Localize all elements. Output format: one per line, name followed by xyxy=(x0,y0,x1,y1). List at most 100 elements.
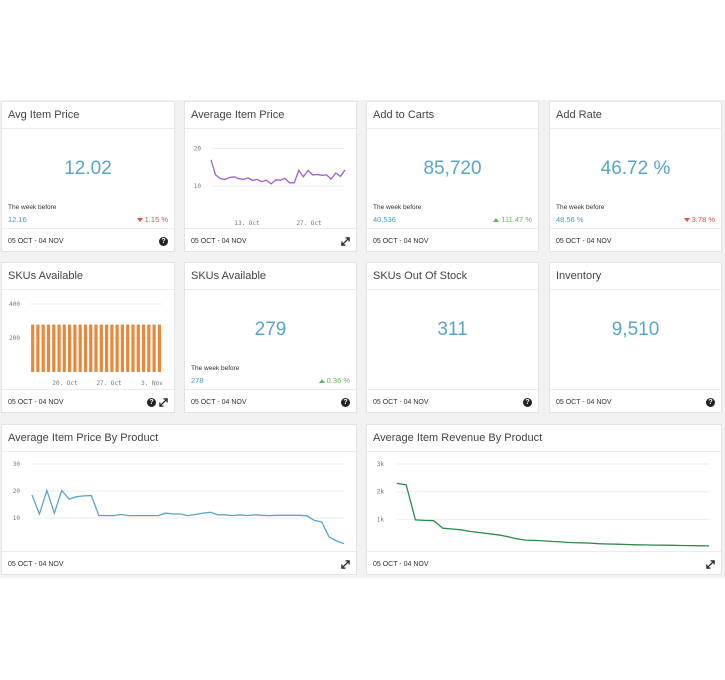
kpi-value: 12.02 xyxy=(64,158,112,179)
skus-available-bar-chart: 200 400 20. Oct 27. Oct 3. Nov xyxy=(9,301,163,387)
series-line xyxy=(210,159,346,185)
expand-icon[interactable] xyxy=(341,237,350,246)
x-tick-label: 13. Oct xyxy=(234,220,260,227)
card-avg-revenue-by-product: Average Item Revenue By Product 1k 2k 3k 0… xyxy=(366,424,722,575)
bar xyxy=(46,324,51,372)
delta-up: 0.36 % xyxy=(318,376,350,385)
date-range: 05 OCT - 04 NOV xyxy=(8,238,64,245)
week-before-label: The week before xyxy=(373,204,422,211)
expand-icon[interactable] xyxy=(159,398,168,407)
help-icon[interactable]: ? xyxy=(159,237,168,246)
avg-revenue-by-product-chart: 1k 2k 3k xyxy=(377,461,710,547)
week-before-label: The week before xyxy=(556,204,605,211)
bar xyxy=(78,324,82,372)
card-skus-available-chart: SKUs Available 200 400 20. Oct 27. Oct 3. No… xyxy=(1,262,175,413)
y-tick-label: 20 xyxy=(194,146,202,153)
bar xyxy=(36,324,40,372)
card-title: SKUs Out Of Stock xyxy=(373,270,468,282)
help-icon[interactable]: ? xyxy=(706,398,715,407)
help-icon[interactable]: ? xyxy=(523,398,532,407)
y-tick-label: 400 xyxy=(9,301,20,308)
date-range: 05 OCT - 04 NOV xyxy=(373,238,429,245)
bar xyxy=(94,324,98,372)
expand-icon[interactable] xyxy=(341,560,350,569)
y-tick-label: 10 xyxy=(194,183,202,190)
card-inventory: Inventory 9,510 05 OCT - 04 NOV ? xyxy=(549,262,722,413)
bar xyxy=(68,324,72,372)
bar xyxy=(115,324,119,372)
date-range: 05 OCT - 04 NOV xyxy=(191,238,247,245)
y-tick-label: 20 xyxy=(13,488,21,495)
help-icon[interactable]: ? xyxy=(147,398,156,407)
bar xyxy=(99,324,103,372)
card-average-item-price-chart: Average Item Price 10 20 13. Oct 27. Oct 05… xyxy=(184,101,357,252)
bar xyxy=(52,324,56,372)
card-title: Add Rate xyxy=(556,109,602,121)
card-avg-price-by-product: Average Item Price By Product 10 20 30 05 … xyxy=(1,424,357,575)
series-line xyxy=(31,488,345,545)
bar xyxy=(126,324,130,372)
card-title: SKUs Available xyxy=(8,270,84,282)
y-tick-label: 10 xyxy=(13,515,21,522)
date-range: 05 OCT - 04 NOV xyxy=(373,399,429,406)
card-skus-out-of-stock: SKUs Out Of Stock 311 05 OCT - 04 NOV ? xyxy=(366,262,539,413)
card-skus-available: SKUs Available 279 The week before 278 0… xyxy=(184,262,357,413)
week-before-label: The week before xyxy=(8,204,57,211)
x-tick-label: 20. Oct xyxy=(52,380,78,387)
y-tick-label: 30 xyxy=(13,461,21,468)
delta-up: 111.47 % xyxy=(493,215,532,224)
bar xyxy=(120,324,124,372)
expand-icon[interactable] xyxy=(706,560,715,569)
arrow-down-icon xyxy=(683,218,690,223)
date-range: 05 OCT - 04 NOV xyxy=(191,399,247,406)
kpi-value: 311 xyxy=(437,319,468,340)
x-tick-label: 3. Nov xyxy=(141,380,163,387)
date-range: 05 OCT - 04 NOV xyxy=(373,561,429,568)
bar xyxy=(89,324,93,372)
kpi-value: 46.72 % xyxy=(600,158,671,179)
y-tick-label: 1k xyxy=(377,516,385,523)
bar xyxy=(110,324,114,372)
series-line xyxy=(396,482,710,547)
prev-value: 278 xyxy=(191,376,204,385)
card-title: Average Item Revenue By Product xyxy=(373,432,543,444)
bar xyxy=(62,324,66,372)
card-add-rate: Add Rate 46.72 % The week before 48.56 %… xyxy=(549,101,722,252)
bar xyxy=(41,324,45,372)
top-blank-area xyxy=(0,0,725,100)
delta-down: 1.15 % xyxy=(136,215,168,224)
card-title: Average Item Price xyxy=(191,109,285,121)
card-title: SKUs Available xyxy=(191,270,267,282)
week-before-label: The week before xyxy=(191,365,240,372)
bar xyxy=(141,324,146,372)
y-tick-label: 2k xyxy=(377,489,385,496)
bar xyxy=(83,324,88,372)
average-item-price-line-chart: 10 20 13. Oct 27. Oct xyxy=(194,146,346,227)
bar xyxy=(31,324,35,372)
bar xyxy=(147,324,151,372)
x-tick-label: 27. Oct xyxy=(96,380,122,387)
date-range: 05 OCT - 04 NOV xyxy=(8,399,64,406)
delta-down: 3.78 % xyxy=(683,215,715,224)
bar xyxy=(152,324,156,372)
date-range: 05 OCT - 04 NOV xyxy=(556,399,612,406)
prev-value: 48.56 % xyxy=(556,215,584,224)
prev-value: 40,536 xyxy=(373,215,396,224)
date-range: 05 OCT - 04 NOV xyxy=(556,238,612,245)
card-title: Avg Item Price xyxy=(8,109,80,121)
arrow-up-icon xyxy=(318,379,325,384)
y-tick-label: 200 xyxy=(9,335,20,342)
card-title: Add to Carts xyxy=(373,109,435,121)
bottom-blank-area xyxy=(0,578,725,680)
card-add-to-carts: Add to Carts 85,720 The week before 40,5… xyxy=(366,101,539,252)
card-title: Inventory xyxy=(556,270,602,282)
card-title: Average Item Price By Product xyxy=(8,432,159,444)
kpi-value: 9,510 xyxy=(611,319,660,340)
bar xyxy=(73,324,77,372)
bar xyxy=(136,324,140,372)
kpi-value: 279 xyxy=(254,319,287,340)
arrow-down-icon xyxy=(136,218,143,223)
bar xyxy=(131,324,135,372)
help-icon[interactable]: ? xyxy=(341,398,350,407)
prev-value: 12.16 xyxy=(8,215,27,224)
